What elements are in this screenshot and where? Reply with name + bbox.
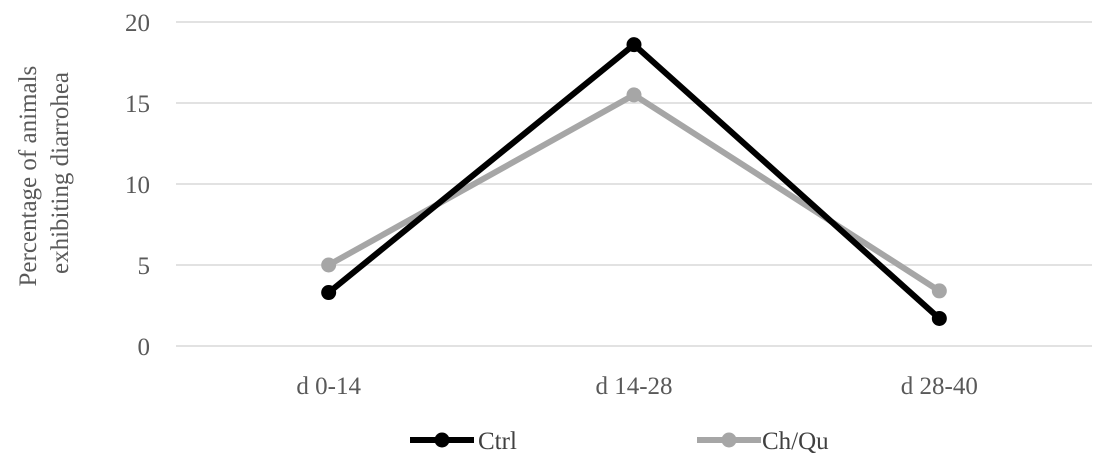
gridlines [176, 21, 1092, 347]
data-point-0-1 [626, 37, 642, 53]
data-point-1-0 [321, 257, 337, 273]
y-tick-label-3: 15 [125, 91, 150, 118]
legend-marker-0 [434, 432, 450, 448]
x-tick-label-0: d 0-14 [296, 373, 361, 400]
y-axis-label-line-2: exhibiting diarrohea [47, 72, 74, 274]
y-axis-label: Percentage of animals exhibiting diarroh… [15, 60, 74, 287]
legend-label-0: Ctrl [478, 428, 517, 455]
y-tick-label-4: 20 [125, 10, 150, 37]
series-group [321, 37, 947, 326]
x-tick-label-2: d 28-40 [901, 373, 978, 400]
y-tick-labels: 0 5 10 15 20 [125, 10, 150, 361]
series-line-0 [326, 41, 942, 321]
y-axis-label-line-1: Percentage of animals [15, 66, 42, 287]
x-tick-labels: d 0-14 d 14-28 d 28-40 [296, 373, 977, 400]
data-point-0-2 [931, 310, 947, 326]
legend-label-1: Ch/Qu [762, 428, 829, 455]
legend-marker-1 [721, 432, 737, 448]
legend: Ctrl Ch/Qu [410, 428, 829, 455]
data-point-0-0 [321, 285, 337, 301]
x-tick-label-1: d 14-28 [595, 373, 672, 400]
y-tick-label-2: 10 [125, 172, 150, 199]
data-point-1-1 [626, 87, 642, 103]
y-tick-label-1: 5 [138, 253, 151, 280]
y-tick-label-0: 0 [138, 334, 151, 361]
series-line-1 [327, 91, 941, 294]
data-point-1-2 [931, 283, 947, 299]
